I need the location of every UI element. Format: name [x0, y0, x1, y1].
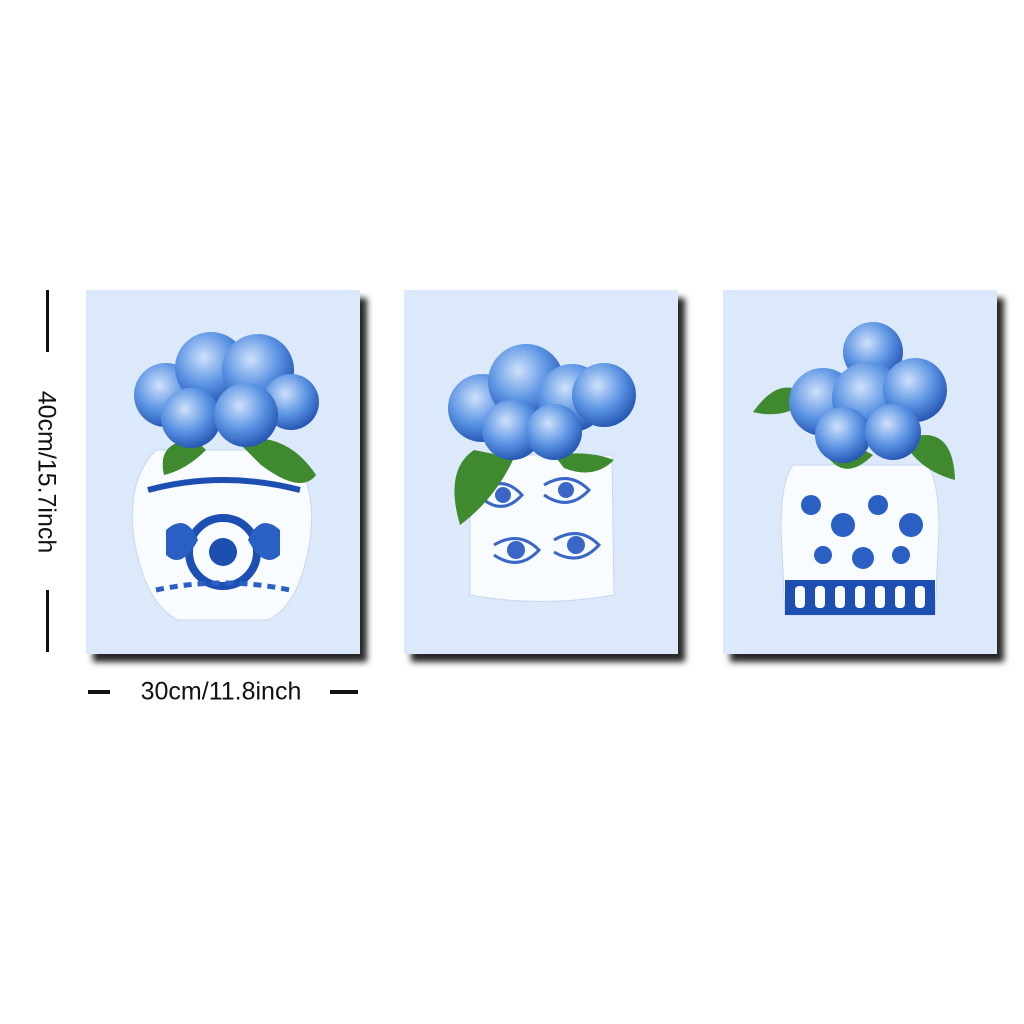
art-print-2: [404, 290, 678, 654]
hydrangea-vase-illustration-2: [448, 344, 636, 602]
art-print-3: [723, 290, 997, 654]
height-dimension-line-top: [46, 290, 49, 352]
height-dimension-line-bottom: [46, 590, 49, 652]
width-dimension-label: 30cm/11.8inch: [140, 677, 302, 706]
hydrangea-vase-illustration-3: [753, 322, 955, 616]
width-dimension-line-left: [88, 690, 110, 694]
height-dimension-label: 40cm/15.7inch: [32, 390, 61, 554]
hydrangea-vase-illustration-1: [131, 332, 319, 621]
art-print-1: [86, 290, 360, 654]
width-dimension-line-right: [330, 690, 358, 694]
